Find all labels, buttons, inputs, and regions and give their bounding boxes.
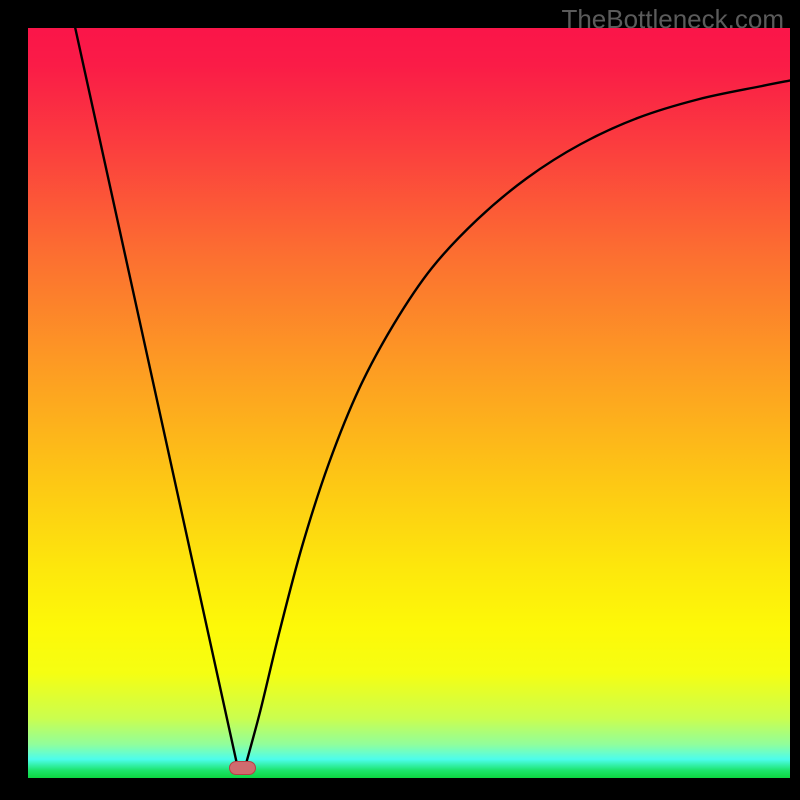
plot-area bbox=[28, 28, 790, 778]
bottleneck-curve bbox=[28, 28, 790, 778]
valley-marker bbox=[229, 761, 256, 775]
source-watermark: TheBottleneck.com bbox=[561, 4, 784, 35]
